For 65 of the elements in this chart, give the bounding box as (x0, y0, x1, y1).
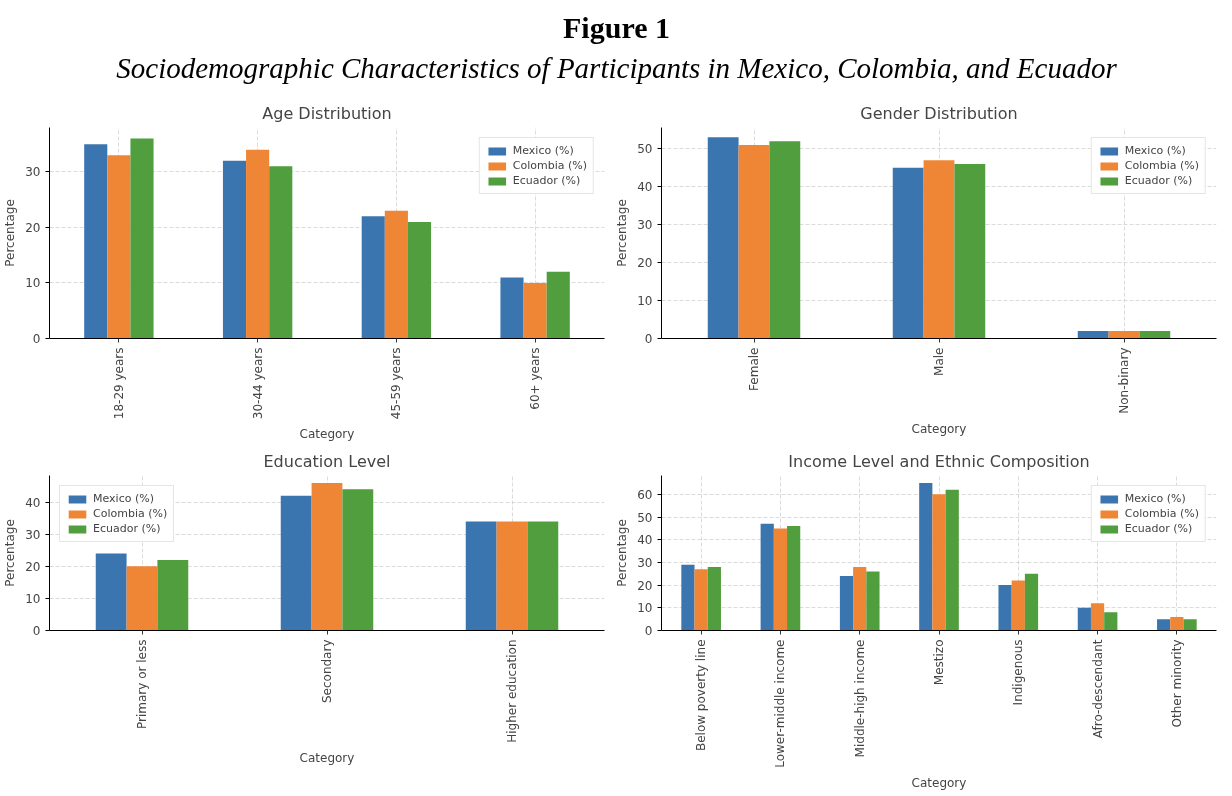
chart-title: Gender Distribution (860, 103, 1018, 123)
x-tick-label: Secondary (320, 639, 334, 704)
legend-label: Ecuador (%) (512, 174, 581, 187)
y-tick-label: 50 (637, 142, 653, 157)
x-tick-label: 30-44 years (250, 347, 265, 420)
x-tick-label: Other minority (1169, 639, 1184, 728)
x-axis-title: Category (911, 775, 967, 790)
legend-label: Mexico (%) (93, 492, 154, 505)
legend-label: Colombia (%) (1124, 507, 1199, 520)
x-axis-title: Category (911, 421, 967, 436)
y-tick-label: 0 (32, 332, 41, 346)
y-tick-label: 20 (637, 256, 653, 271)
y-tick-label: 0 (32, 624, 41, 638)
legend-label: Colombia (%) (512, 159, 587, 172)
y-tick-label: 30 (637, 555, 653, 570)
x-tick-label: Higher education (505, 639, 519, 743)
x-tick-label: 60+ years (528, 347, 543, 410)
y-tick-label: 10 (25, 591, 41, 606)
y-tick-label: 40 (637, 180, 653, 195)
y-axis-title: Percentage (3, 199, 18, 267)
y-tick-label: 10 (637, 601, 653, 616)
x-tick-label: Mestizo (932, 639, 946, 686)
text: Figure 1 (563, 10, 670, 44)
y-axis-title: Percentage (615, 519, 630, 587)
text: Sociodemographic Characteristics of Participants in Mexico, Colombia, and Ecuador (116, 51, 1118, 84)
chart-title: Age Distribution (262, 103, 392, 123)
y-tick-label: 40 (25, 495, 41, 510)
legend-label: Colombia (%) (1124, 159, 1199, 172)
x-tick-label: Afro-descendant (1090, 639, 1105, 739)
y-tick-label: 30 (637, 218, 653, 233)
x-tick-label: Below poverty line (694, 639, 709, 752)
chart-title: Income Level and Ethnic Composition (788, 451, 1090, 471)
legend-label: Ecuador (%) (1124, 522, 1193, 535)
x-tick-label: Non-binary (1117, 347, 1131, 414)
y-tick-label: 40 (637, 533, 653, 548)
legend-label: Colombia (%) (93, 507, 168, 520)
chart-title: Education Level (263, 451, 391, 471)
x-tick-label: Indigenous (1011, 639, 1026, 706)
legend-label: Mexico (%) (512, 144, 574, 157)
y-tick-label: 10 (637, 294, 653, 309)
x-tick-label: Male (932, 347, 946, 376)
y-tick-label: 20 (25, 559, 41, 574)
x-tick-label: Primary or less (135, 639, 149, 729)
x-tick-label: Lower-middle income (773, 639, 788, 768)
y-tick-label: 30 (25, 165, 41, 180)
x-tick-label: Middle-high income (852, 639, 867, 758)
x-tick-label: 18-29 years (111, 347, 126, 420)
y-tick-label: 0 (644, 332, 653, 346)
y-tick-label: 20 (637, 578, 653, 593)
y-axis-title: Percentage (615, 199, 630, 267)
y-tick-label: 50 (637, 510, 653, 525)
x-axis-title: Category (299, 427, 355, 442)
y-tick-label: 30 (25, 527, 41, 542)
y-tick-label: 10 (25, 276, 41, 291)
y-tick-label: 60 (637, 487, 653, 502)
y-tick-label: 20 (25, 220, 41, 235)
legend-label: Ecuador (%) (93, 522, 161, 535)
y-tick-label: 0 (644, 624, 653, 638)
legend-label: Ecuador (%) (1124, 174, 1193, 187)
x-axis-title: Category (299, 750, 355, 765)
x-tick-label: 45-59 years (389, 347, 404, 420)
legend-label: Mexico (%) (1124, 492, 1186, 505)
y-axis-title: Percentage (3, 519, 18, 587)
legend-label: Mexico (%) (1124, 144, 1186, 157)
x-tick-label: Female (747, 347, 761, 391)
